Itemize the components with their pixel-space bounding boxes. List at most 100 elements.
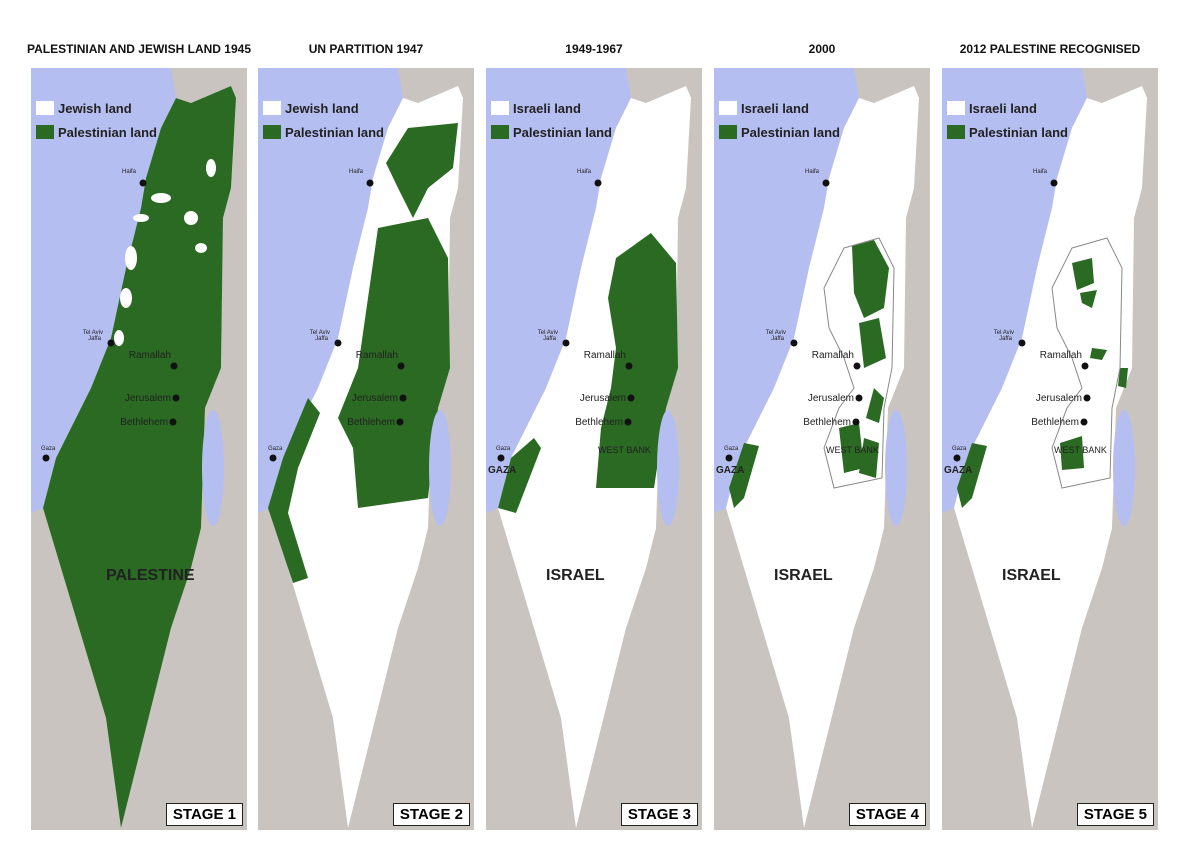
palestinian-land-area xyxy=(1072,258,1094,290)
city-label-jaffa: Jaffa xyxy=(999,336,1013,342)
city-dot-haifa xyxy=(594,179,602,187)
palestinian-land-area xyxy=(1060,436,1084,470)
city-dot-haifa xyxy=(139,179,147,187)
stage-label: STAGE 1 xyxy=(165,803,243,826)
legend-label-green: Palestinian land xyxy=(513,125,612,140)
gaza-label: GAZA xyxy=(488,465,516,476)
city-label-bethlehem: Bethlehem xyxy=(120,417,168,428)
palestinian-land-area xyxy=(338,218,450,508)
palestinian-land-area xyxy=(852,240,889,318)
palestinian-land-area xyxy=(1090,348,1107,360)
west-bank-label: WEST BANK xyxy=(1054,445,1107,455)
region-label: ISRAEL xyxy=(546,567,605,584)
city-label-jerusalem: Jerusalem xyxy=(580,393,626,404)
palestinian-land-area xyxy=(859,318,886,368)
west-bank-outline xyxy=(823,237,895,489)
city-label-jerusalem: Jerusalem xyxy=(125,393,171,404)
city-label-bethlehem: Bethlehem xyxy=(803,417,851,428)
jewish-land-area xyxy=(114,330,124,346)
city-label-haifa: Haifa xyxy=(805,169,820,175)
stage-label: STAGE 2 xyxy=(392,803,470,826)
west-bank-label: WEST BANK xyxy=(598,445,651,455)
legend-swatch-green xyxy=(491,125,509,139)
city-dot-tel_aviv xyxy=(790,339,798,347)
panel-title: 2012 PALESTINE RECOGNISED xyxy=(959,42,1141,56)
legend-label-white: Israeli land xyxy=(969,101,1037,116)
stage-label: STAGE 4 xyxy=(848,803,926,826)
city-dot-jerusalem xyxy=(399,394,407,402)
city-label-jaffa: Jaffa xyxy=(543,336,557,342)
city-dot-bethlehem xyxy=(852,418,860,426)
city-dot-tel_aviv xyxy=(1018,339,1026,347)
palestinian-land-area xyxy=(43,86,236,828)
panel-title: 1949-1967 xyxy=(565,42,623,56)
map-panel-4: Israeli land Palestinian land Haifa Tel Avi… xyxy=(714,68,930,830)
panel-title: UN PARTITION 1947 xyxy=(308,42,424,56)
map-panel-2: Jewish land Palestinian land Haifa Tel Aviv… xyxy=(258,68,474,830)
city-dot-ramallah xyxy=(170,362,178,370)
palestinian-land-area xyxy=(729,443,759,508)
city-label-haifa: Haifa xyxy=(349,169,364,175)
city-label-tel_aviv: Tel Aviv xyxy=(538,330,558,336)
city-dot-ramallah xyxy=(397,362,405,370)
city-dot-ramallah xyxy=(625,362,633,370)
city-dot-haifa xyxy=(1050,179,1058,187)
city-dot-haifa xyxy=(822,179,830,187)
city-dot-tel_aviv xyxy=(107,339,115,347)
map-panel-5: Israeli land Palestinian land Haifa Tel Avi… xyxy=(942,68,1158,830)
city-label-ramallah: Ramallah xyxy=(1040,350,1082,361)
palestinian-land-area xyxy=(957,443,987,508)
palestinian-land-area xyxy=(859,438,879,478)
jewish-land-area xyxy=(120,288,132,308)
palestinian-land-area xyxy=(1080,290,1097,308)
dead-sea xyxy=(657,410,679,526)
legend-label-green: Palestinian land xyxy=(741,125,840,140)
legend-label-white: Israeli land xyxy=(741,101,809,116)
city-dot-jerusalem xyxy=(855,394,863,402)
city-label-ramallah: Ramallah xyxy=(584,350,626,361)
city-label-ramallah: Ramallah xyxy=(356,350,398,361)
jewish-land-area xyxy=(125,246,137,270)
palestinian-land-area xyxy=(866,388,884,423)
legend-label-white: Israeli land xyxy=(513,101,581,116)
city-dot-gaza xyxy=(42,454,50,462)
city-label-jerusalem: Jerusalem xyxy=(808,393,854,404)
region-label: ISRAEL xyxy=(1002,567,1061,584)
city-dot-bethlehem xyxy=(1080,418,1088,426)
city-dot-ramallah xyxy=(1081,362,1089,370)
legend-label-green: Palestinian land xyxy=(969,125,1068,140)
city-dot-gaza xyxy=(953,454,961,462)
city-dot-haifa xyxy=(366,179,374,187)
jewish-land-area xyxy=(195,243,207,253)
stage-label: STAGE 5 xyxy=(1076,803,1154,826)
jewish-land-area xyxy=(184,211,198,225)
city-label-haifa: Haifa xyxy=(122,169,137,175)
palestinian-land-area xyxy=(386,123,458,218)
legend-swatch-white xyxy=(491,101,509,115)
territory-outline xyxy=(954,86,1147,828)
palestinian-land-area xyxy=(498,438,541,513)
map-panel-3: Israeli land Palestinian land Haifa Tel Avi… xyxy=(486,68,702,830)
city-label-tel_aviv: Tel Aviv xyxy=(310,330,330,336)
dead-sea xyxy=(1113,410,1135,526)
city-label-bethlehem: Bethlehem xyxy=(575,417,623,428)
panel-title: 2000 xyxy=(808,42,836,56)
city-dot-gaza xyxy=(269,454,277,462)
city-label-gaza: Gaza xyxy=(724,446,739,452)
mediterranean-sea xyxy=(258,68,403,513)
legend-label-green: Palestinian land xyxy=(285,125,384,140)
city-label-jaffa: Jaffa xyxy=(315,336,329,342)
city-label-tel_aviv: Tel Aviv xyxy=(994,330,1014,336)
city-label-bethlehem: Bethlehem xyxy=(347,417,395,428)
region-label: ISRAEL xyxy=(774,567,833,584)
city-label-haifa: Haifa xyxy=(577,169,592,175)
palestinian-land-area xyxy=(839,423,864,473)
map-panel-1: Jewish land Palestinian land Haifa Tel Aviv… xyxy=(31,68,247,830)
legend-swatch-white xyxy=(36,101,54,115)
west-bank-label: WEST BANK xyxy=(826,445,879,455)
mediterranean-sea xyxy=(31,68,176,513)
legend-swatch-green xyxy=(36,125,54,139)
city-dot-bethlehem xyxy=(169,418,177,426)
palestinian-land-area xyxy=(1118,368,1128,388)
city-dot-jerusalem xyxy=(172,394,180,402)
